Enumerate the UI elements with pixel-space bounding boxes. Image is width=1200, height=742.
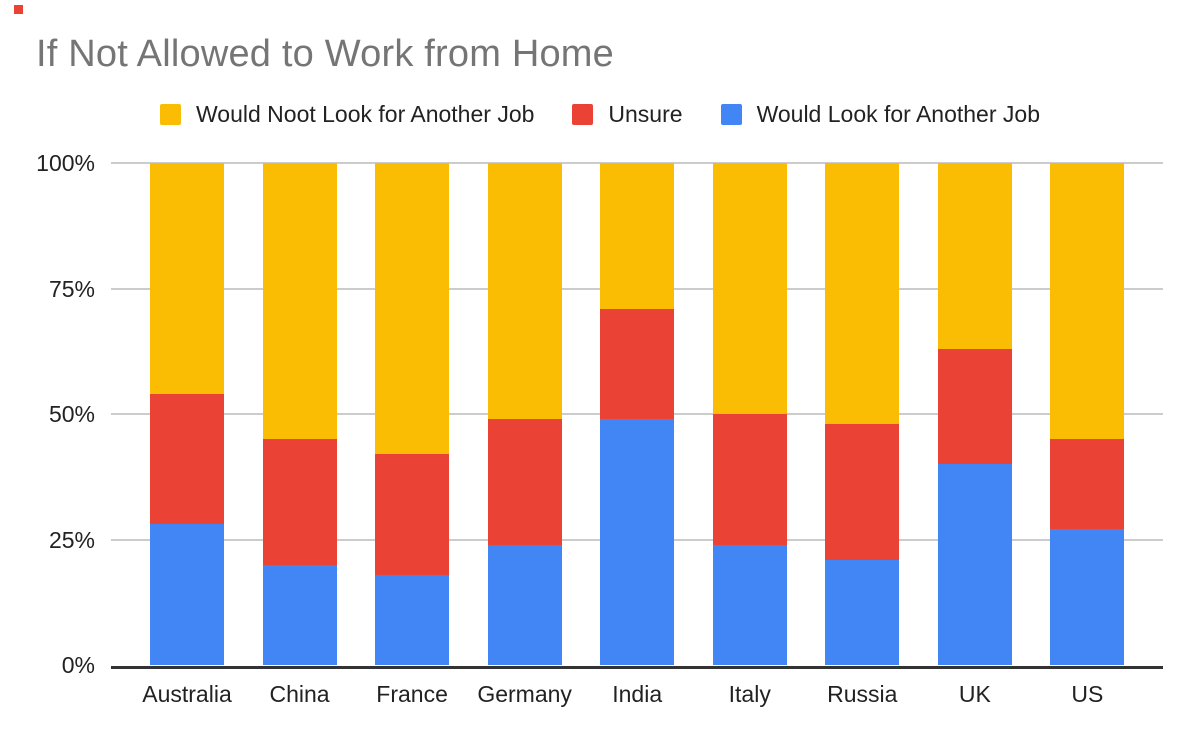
- bar-segment-italy[interactable]: [712, 414, 787, 545]
- bar-segment-us[interactable]: [1050, 529, 1125, 665]
- bar-segment-uk[interactable]: [937, 348, 1012, 465]
- bar-segment-us[interactable]: [1050, 163, 1125, 440]
- y-axis-tick-label: 100%: [36, 150, 95, 176]
- red-square-marker: [14, 5, 23, 14]
- legend-swatch-red-icon: [572, 103, 594, 125]
- x-axis-line: [111, 666, 1163, 669]
- bar-segment-australia[interactable]: [150, 163, 224, 394]
- bar-segment-germany[interactable]: [487, 419, 562, 545]
- bar-segment-uk[interactable]: [937, 163, 1012, 349]
- bar-segment-russia[interactable]: [825, 424, 900, 560]
- x-axis-label-france: France: [376, 681, 448, 707]
- bar-segment-italy[interactable]: [712, 163, 787, 414]
- bar-segment-germany[interactable]: [487, 163, 562, 420]
- legend-swatch-yellow-icon: [160, 103, 181, 125]
- y-axis-tick-label: 25%: [48, 526, 95, 553]
- bar-segment-india[interactable]: [600, 163, 675, 309]
- bar-segment-italy[interactable]: [712, 544, 787, 665]
- x-axis-label-us: US: [1071, 681, 1104, 707]
- y-axis-tick-label: 50%: [48, 401, 95, 427]
- x-axis-label-russia: Russia: [827, 681, 898, 707]
- y-axis-tick-label: 0%: [61, 652, 95, 678]
- legend-label: Would Noot Look for Another Job: [196, 100, 535, 127]
- bar-segment-france[interactable]: [375, 574, 450, 665]
- bar-segment-australia[interactable]: [150, 524, 224, 665]
- bar-segment-us[interactable]: [1050, 439, 1125, 530]
- x-axis-label-india: India: [612, 681, 663, 707]
- x-axis-label-italy: Italy: [728, 681, 771, 707]
- legend-item-would-not-look[interactable]: Would Noot Look for Another Job: [160, 101, 534, 128]
- bar-segment-germany[interactable]: [487, 544, 562, 665]
- bar-segment-australia[interactable]: [150, 393, 224, 525]
- bar-segment-france[interactable]: [375, 454, 450, 575]
- x-axis-label-germany: Germany: [477, 681, 572, 707]
- x-axis-label-australia: Australia: [142, 681, 232, 707]
- legend-swatch-blue-icon: [720, 103, 742, 125]
- legend-label: Unsure: [608, 100, 683, 127]
- bar-segment-china[interactable]: [262, 439, 337, 565]
- legend-label: Would Look for Another Job: [756, 100, 1040, 127]
- bar-segment-china[interactable]: [262, 564, 337, 665]
- bar-segment-france[interactable]: [375, 163, 450, 455]
- chart-title: If Not Allowed to Work from Home: [36, 33, 614, 75]
- bar-segment-uk[interactable]: [937, 464, 1012, 665]
- y-axis-tick-label: 75%: [48, 275, 95, 302]
- x-axis-label-china: China: [269, 681, 330, 707]
- chart-legend: Would Noot Look for Another Job Unsure W…: [0, 100, 1200, 128]
- legend-item-would-look[interactable]: Would Look for Another Job: [720, 100, 1040, 128]
- bar-segment-china[interactable]: [262, 163, 337, 440]
- bar-segment-india[interactable]: [600, 308, 675, 420]
- bar-segment-russia[interactable]: [825, 559, 900, 665]
- legend-item-unsure[interactable]: Unsure: [572, 100, 683, 128]
- bar-segment-russia[interactable]: [825, 163, 900, 425]
- x-axis-label-uk: UK: [958, 681, 991, 707]
- bar-segment-india[interactable]: [600, 419, 675, 665]
